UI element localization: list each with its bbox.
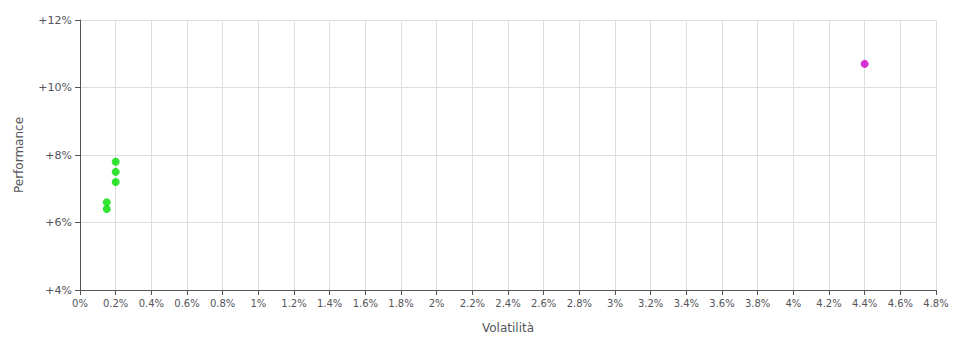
svg-text:+8%: +8% xyxy=(45,149,72,162)
svg-text:1.2%: 1.2% xyxy=(281,298,306,309)
svg-text:1.8%: 1.8% xyxy=(388,298,413,309)
svg-text:0.4%: 0.4% xyxy=(139,298,164,309)
svg-text:1.4%: 1.4% xyxy=(317,298,342,309)
svg-text:4.2%: 4.2% xyxy=(816,298,841,309)
svg-text:0.6%: 0.6% xyxy=(174,298,199,309)
svg-text:3%: 3% xyxy=(607,298,623,309)
svg-text:+10%: +10% xyxy=(38,81,72,94)
svg-text:4.8%: 4.8% xyxy=(923,298,948,309)
svg-text:1%: 1% xyxy=(250,298,266,309)
svg-text:+6%: +6% xyxy=(45,216,72,229)
svg-text:2.4%: 2.4% xyxy=(495,298,520,309)
svg-text:3.6%: 3.6% xyxy=(709,298,734,309)
svg-text:3.4%: 3.4% xyxy=(674,298,699,309)
svg-text:3.8%: 3.8% xyxy=(745,298,770,309)
svg-text:3.2%: 3.2% xyxy=(638,298,663,309)
svg-text:2%: 2% xyxy=(429,298,445,309)
svg-text:0%: 0% xyxy=(72,298,88,309)
svg-text:4%: 4% xyxy=(785,298,801,309)
svg-text:+4%: +4% xyxy=(45,284,72,297)
svg-text:2.6%: 2.6% xyxy=(531,298,556,309)
svg-text:4.4%: 4.4% xyxy=(852,298,877,309)
svg-text:2.8%: 2.8% xyxy=(567,298,592,309)
svg-text:Volatilità: Volatilità xyxy=(482,321,534,335)
svg-text:0.2%: 0.2% xyxy=(103,298,128,309)
svg-text:1.6%: 1.6% xyxy=(353,298,378,309)
svg-text:+12%: +12% xyxy=(38,14,72,27)
svg-text:4.6%: 4.6% xyxy=(888,298,913,309)
svg-text:0.8%: 0.8% xyxy=(210,298,235,309)
svg-text:2.2%: 2.2% xyxy=(460,298,485,309)
svg-text:Performance: Performance xyxy=(12,117,26,193)
